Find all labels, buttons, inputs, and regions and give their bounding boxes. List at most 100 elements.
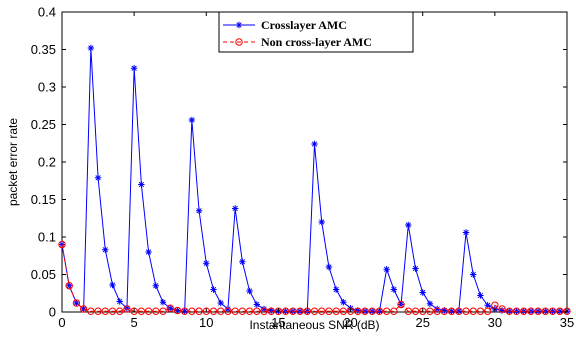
data-point-crosslayer xyxy=(94,174,102,181)
y-tick-label: 0.15 xyxy=(31,192,56,207)
data-point-non-crosslayer xyxy=(354,307,362,315)
data-point-crosslayer xyxy=(87,44,95,52)
data-point-non-crosslayer xyxy=(72,299,81,307)
data-point-crosslayer xyxy=(174,307,181,314)
data-point-non-crosslayer xyxy=(318,307,326,315)
data-point-non-crosslayer xyxy=(520,307,528,315)
data-point-crosslayer xyxy=(145,248,152,256)
data-point-non-crosslayer xyxy=(108,307,117,315)
data-point-non-crosslayer xyxy=(527,307,535,315)
data-point-crosslayer xyxy=(332,286,340,293)
data-point-non-crosslayer xyxy=(188,307,196,315)
data-point-crosslayer xyxy=(66,282,73,289)
data-point-non-crosslayer xyxy=(260,307,268,315)
data-point-non-crosslayer xyxy=(469,307,477,315)
data-point-crosslayer xyxy=(152,282,159,289)
data-point-non-crosslayer xyxy=(217,307,225,315)
y-tick-label: 0 xyxy=(49,305,56,320)
data-point-non-crosslayer xyxy=(440,307,449,315)
y-tick-label: 0.25 xyxy=(31,117,56,132)
x-tick-label: 30 xyxy=(488,315,502,330)
ticks-layer: 0 5 10 15 20 25 30 35 0 0.05 0.1 0.15 0.2 0.25 0.3 0.35… xyxy=(31,5,575,331)
data-point-crosslayer xyxy=(455,308,462,315)
data-point-non-crosslayer xyxy=(404,307,412,315)
legend-marker-circle-icon xyxy=(235,38,243,46)
data-point-non-crosslayer xyxy=(361,307,369,315)
data-point-crosslayer xyxy=(246,287,253,295)
data-point-crosslayer xyxy=(318,218,325,226)
data-point-non-crosslayer xyxy=(87,307,95,315)
data-point-crosslayer xyxy=(448,308,455,315)
data-point-crosslayer xyxy=(102,246,109,253)
data-point-crosslayer xyxy=(159,299,167,306)
data-point-crosslayer xyxy=(253,301,260,308)
data-point-non-crosslayer xyxy=(556,307,564,315)
data-point-non-crosslayer xyxy=(455,307,463,315)
data-point-non-crosslayer xyxy=(65,282,73,290)
data-point-crosslayer xyxy=(325,263,333,271)
data-point-non-crosslayer xyxy=(101,307,109,315)
data-point-crosslayer xyxy=(419,289,426,296)
data-point-non-crosslayer xyxy=(281,307,290,315)
y-tick-label: 0.2 xyxy=(38,155,56,170)
data-point-non-crosslayer xyxy=(498,305,506,313)
data-point-non-crosslayer xyxy=(382,307,391,315)
legend-item-crosslayer: Crosslayer AMC xyxy=(223,18,347,32)
data-point-crosslayer xyxy=(498,307,506,314)
legend-box xyxy=(218,11,414,53)
data-point-non-crosslayer xyxy=(332,307,340,315)
series-non-crosslayer xyxy=(58,240,571,315)
data-point-non-crosslayer xyxy=(296,307,304,315)
data-point-crosslayer xyxy=(426,300,434,307)
data-point-non-crosslayer xyxy=(58,240,66,249)
data-point-crosslayer xyxy=(224,305,232,313)
data-point-crosslayer xyxy=(477,292,484,299)
data-point-non-crosslayer xyxy=(116,307,124,315)
data-point-crosslayer xyxy=(441,307,448,314)
y-tick-label: 0.05 xyxy=(31,267,56,282)
data-point-non-crosslayer xyxy=(245,307,254,315)
data-point-crosslayer xyxy=(239,258,246,265)
data-point-crosslayer xyxy=(390,286,398,293)
data-point-crosslayer xyxy=(412,265,419,272)
data-point-non-crosslayer xyxy=(548,307,557,315)
data-point-crosslayer xyxy=(203,260,210,267)
data-point-crosslayer xyxy=(73,299,80,307)
legend-label-crosslayer: Crosslayer AMC xyxy=(261,18,347,32)
data-point-crosslayer xyxy=(462,229,470,236)
data-point-crosslayer xyxy=(354,307,361,314)
data-point-non-crosslayer xyxy=(166,304,174,312)
data-point-non-crosslayer xyxy=(505,307,513,315)
x-tick-label: 5 xyxy=(131,315,138,330)
series-line-non-crosslayer xyxy=(61,244,567,312)
data-point-non-crosslayer xyxy=(303,307,311,315)
data-point-non-crosslayer xyxy=(411,307,420,315)
x-tick-label: 10 xyxy=(199,315,213,330)
data-point-crosslayer xyxy=(231,205,239,212)
data-point-crosslayer xyxy=(470,271,477,278)
data-point-non-crosslayer xyxy=(180,307,189,315)
x-tick-label: 15 xyxy=(271,315,285,330)
data-point-non-crosslayer xyxy=(224,307,232,315)
x-tick-label: 0 xyxy=(58,315,65,330)
data-point-crosslayer xyxy=(116,298,123,305)
x-tick-label: 20 xyxy=(343,315,357,330)
data-point-non-crosslayer xyxy=(483,307,492,315)
x-tick-label: 35 xyxy=(560,315,574,330)
data-point-non-crosslayer xyxy=(289,307,297,315)
x-tick-label: 25 xyxy=(415,315,429,330)
data-point-crosslayer xyxy=(235,21,243,29)
legend-item-non-crosslayer: Non cross-layer AMC xyxy=(223,35,372,49)
data-point-crosslayer xyxy=(123,305,131,312)
plot-frame xyxy=(61,11,568,313)
y-tick-label: 0.35 xyxy=(31,42,56,57)
data-point-crosslayer xyxy=(138,181,145,188)
data-point-non-crosslayer xyxy=(426,307,434,315)
data-point-non-crosslayer xyxy=(253,307,261,315)
data-point-non-crosslayer xyxy=(159,307,167,315)
data-point-crosslayer xyxy=(195,207,203,214)
data-point-crosslayer xyxy=(188,116,196,124)
data-point-crosslayer xyxy=(130,65,138,72)
legend-label-non-crosslayer: Non cross-layer AMC xyxy=(261,35,372,49)
data-point-crosslayer xyxy=(167,305,174,312)
